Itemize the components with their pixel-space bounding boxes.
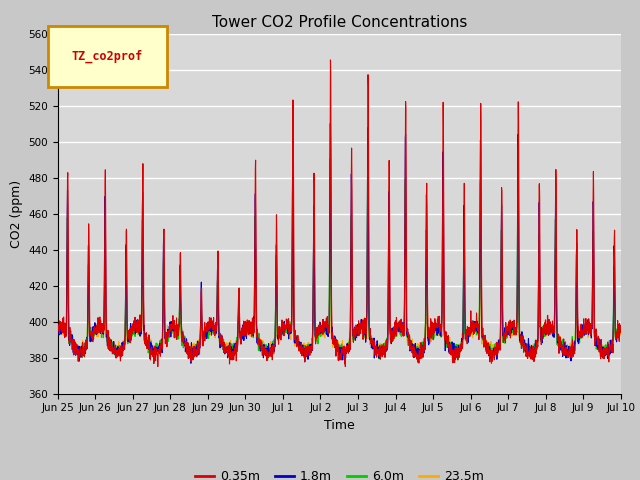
Legend: 0.35m, 1.8m, 6.0m, 23.5m: 0.35m, 1.8m, 6.0m, 23.5m: [190, 465, 488, 480]
Title: Tower CO2 Profile Concentrations: Tower CO2 Profile Concentrations: [211, 15, 467, 30]
Text: TZ_co2prof: TZ_co2prof: [72, 50, 143, 63]
X-axis label: Time: Time: [324, 419, 355, 432]
Y-axis label: CO2 (ppm): CO2 (ppm): [10, 180, 22, 248]
